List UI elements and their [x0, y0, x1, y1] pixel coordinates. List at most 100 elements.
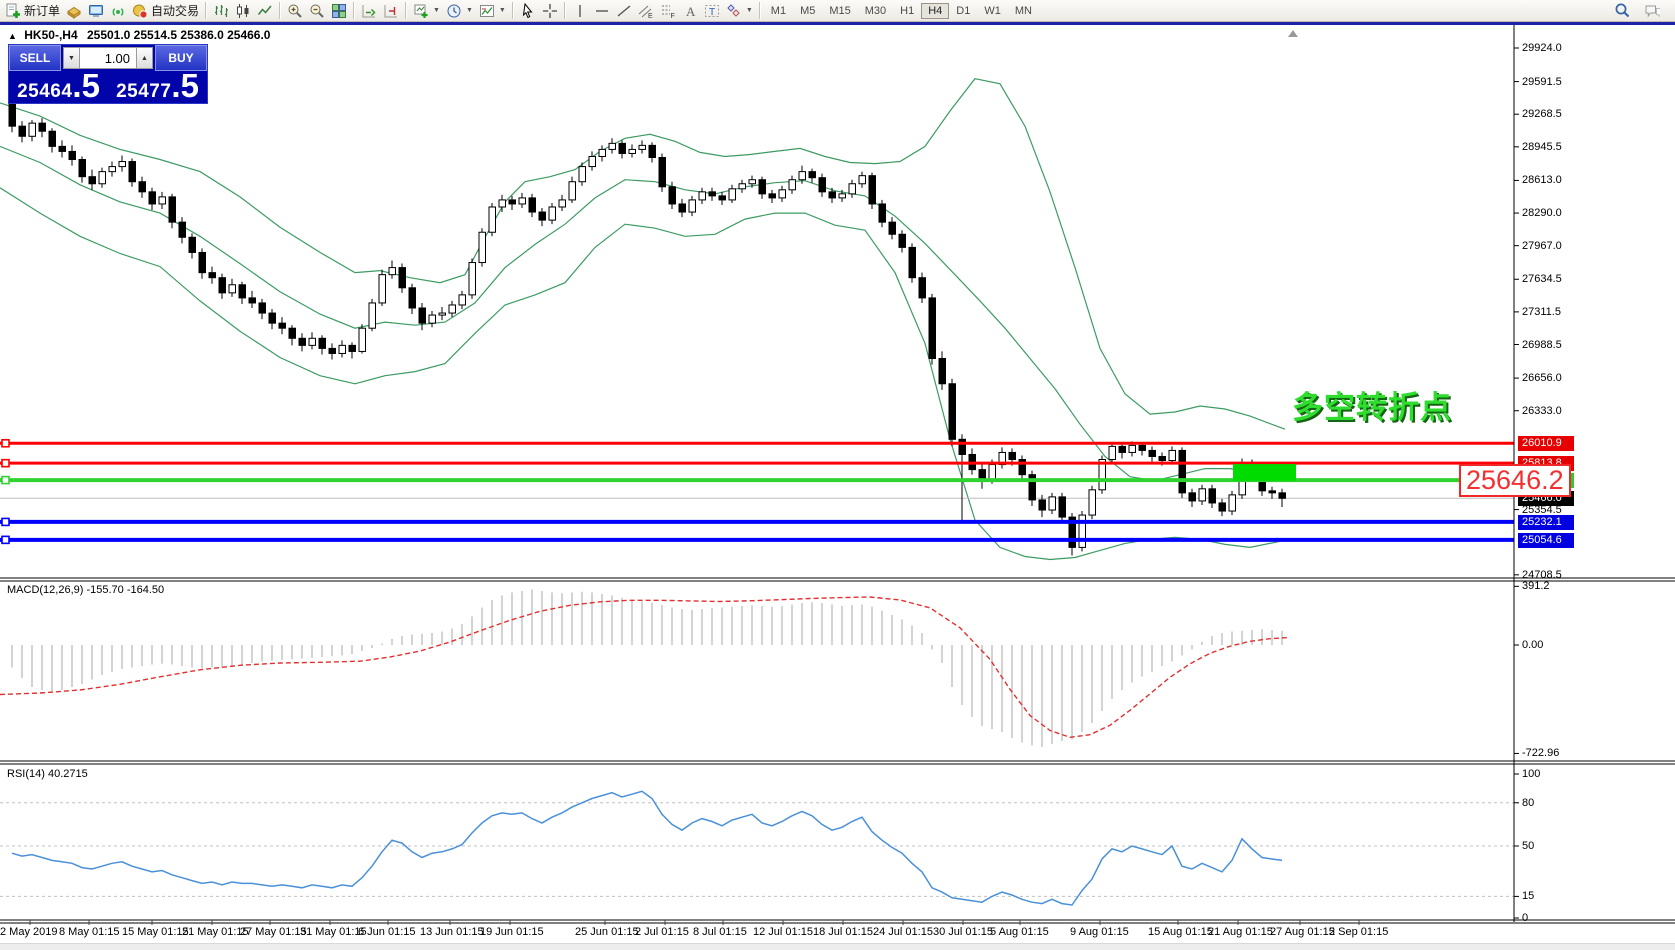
price-badge-26010.9[interactable]: 26010.9 — [1518, 436, 1574, 452]
date-tick-label[interactable]: 13 Jun 01:15 — [420, 926, 484, 938]
price-badge-25232.1[interactable]: 25232.1 — [1518, 514, 1574, 530]
level-line-anchor[interactable] — [1, 438, 10, 448]
candle-chart-button[interactable] — [232, 2, 254, 20]
rsi-layer — [0, 790, 1514, 906]
text-button[interactable]: A — [679, 2, 701, 20]
price-badge-25054.6[interactable]: 25054.6 — [1518, 532, 1574, 548]
candle-bearish — [208, 272, 216, 279]
candle-bearish — [58, 145, 66, 152]
price-flag-label[interactable]: 25646.2 — [1459, 464, 1571, 497]
price-tick-label: 29591.5 — [1522, 75, 1562, 88]
candle-bullish — [778, 189, 786, 199]
buy-price[interactable]: 25477 .5 — [108, 69, 207, 103]
timeframe-m15-button[interactable]: M15 — [829, 4, 851, 17]
candle-bullish — [858, 175, 866, 185]
volume-decrease-button[interactable]: ▼ — [63, 47, 80, 69]
date-tick-label[interactable]: 31 May 01:15 — [300, 926, 367, 938]
candle-bearish — [648, 144, 656, 158]
new-chart-button[interactable]: ▼ — [410, 2, 443, 20]
bar-chart-button[interactable] — [210, 2, 232, 20]
signals-button[interactable] — [107, 2, 129, 20]
line-chart-button[interactable] — [254, 2, 276, 20]
templates-button[interactable]: ▼ — [476, 2, 509, 20]
auto-trading-button[interactable]: 自动交易 — [129, 1, 202, 20]
date-tick-label[interactable]: 15 May 01:15 — [122, 926, 189, 938]
candle-bearish — [398, 267, 406, 289]
crosshair-button[interactable] — [539, 2, 561, 20]
sell-price[interactable]: 25464 .5 — [9, 69, 108, 103]
periods-button[interactable]: ▼ — [443, 2, 476, 20]
macd-tick-label: 0.00 — [1522, 639, 1544, 651]
cursor-button[interactable] — [517, 2, 539, 20]
timeframe-m5-button[interactable]: M5 — [800, 4, 816, 17]
toolbar-right-group — [1611, 2, 1673, 20]
vertical-line-button[interactable] — [569, 2, 591, 20]
date-tick-label[interactable]: 9 Aug 01:15 — [1070, 926, 1129, 938]
horizontal-line-button[interactable] — [591, 2, 613, 20]
chat-button[interactable] — [1641, 2, 1663, 20]
shapes-button[interactable]: ▼ — [723, 2, 756, 20]
date-tick-label[interactable]: 19 Jun 01:15 — [480, 926, 544, 938]
turning-point-annotation[interactable]: 多空转折点 — [1292, 390, 1452, 425]
candle-bearish — [1018, 459, 1026, 476]
level-line-anchor[interactable] — [1, 458, 10, 468]
buy-button[interactable]: BUY — [155, 45, 207, 71]
tile-windows-button[interactable] — [328, 2, 350, 20]
candle-bullish — [28, 122, 36, 137]
volume-input[interactable]: 1.00 — [80, 47, 136, 69]
timeframe-m1-button[interactable]: M1 — [770, 4, 787, 17]
date-tick-label[interactable]: 2 Jul 01:15 — [635, 926, 689, 938]
highlight-zone[interactable] — [1233, 464, 1296, 481]
svg-text:E: E — [648, 13, 653, 19]
timeframe-h1-button[interactable]: H1 — [900, 4, 915, 17]
date-tick-label[interactable]: 18 Jul 01:15 — [813, 926, 873, 938]
toolbar-group — [517, 0, 561, 21]
date-tick-label[interactable]: 12 Jul 01:15 — [753, 926, 813, 938]
level-line-anchor[interactable] — [1, 475, 10, 485]
search-button[interactable] — [1611, 2, 1633, 20]
candle-bearish — [168, 196, 176, 223]
terminal-button[interactable] — [85, 2, 107, 20]
equidistant-channel-button[interactable]: E — [635, 2, 657, 20]
zoom-in-button[interactable] — [284, 2, 306, 20]
zoom-out-button[interactable] — [306, 2, 328, 20]
date-tick-label[interactable]: 21 Aug 01:15 — [1208, 926, 1273, 938]
date-tick-label[interactable]: 6 Jun 01:15 — [358, 926, 416, 938]
new-order-button[interactable]: 新订单 — [2, 1, 63, 20]
sell-button[interactable]: SELL — [9, 45, 61, 71]
volume-increase-button[interactable]: ▲ — [136, 47, 153, 69]
auto-scroll-button[interactable] — [358, 2, 380, 20]
date-tick-label[interactable]: 5 Aug 01:15 — [990, 926, 1049, 938]
timeframe-m30-button[interactable]: M30 — [864, 4, 887, 17]
date-tick-label[interactable]: 24 Jul 01:15 — [873, 926, 933, 938]
macd-layer — [0, 589, 1291, 747]
date-tick-label[interactable]: 2 May 2019 — [0, 926, 58, 938]
date-tick-label[interactable]: 30 Jul 01:15 — [933, 926, 993, 938]
date-tick-label[interactable]: 25 Jun 01:15 — [575, 926, 639, 938]
level-line-anchor[interactable] — [1, 535, 10, 545]
candle-bullish — [838, 193, 846, 199]
date-tick-label[interactable]: 27 May 01:15 — [240, 926, 307, 938]
timeframe-w1-button[interactable]: W1 — [984, 4, 1001, 17]
date-tick-label[interactable]: 2 Sep 01:15 — [1329, 926, 1389, 938]
date-tick-label[interactable]: 15 Aug 01:15 — [1148, 926, 1213, 938]
text-label-button[interactable]: T — [701, 2, 723, 20]
candle-bearish — [538, 211, 546, 221]
date-tick-label[interactable]: 8 Jul 01:15 — [693, 926, 747, 938]
level-line-anchor[interactable] — [1, 517, 10, 527]
new-order-label: 新订单 — [24, 4, 61, 18]
candle-bearish — [808, 171, 816, 179]
timeframe-h4-button[interactable]: H4 — [921, 2, 950, 19]
timeframe-mn-button[interactable]: MN — [1014, 4, 1032, 17]
fibonacci-button[interactable]: F — [657, 2, 679, 20]
market-depth-button[interactable] — [63, 2, 85, 20]
timeframe-d1-button[interactable]: D1 — [956, 4, 971, 17]
date-tick-label[interactable]: 8 May 01:15 — [59, 926, 120, 938]
trendline-button[interactable] — [613, 2, 635, 20]
date-tick-label[interactable]: 21 May 01:15 — [182, 926, 249, 938]
collapse-triangle-icon[interactable]: ▲ — [8, 31, 17, 41]
chart-shift-button[interactable] — [380, 2, 402, 20]
date-tick-label[interactable]: 27 Aug 01:15 — [1270, 926, 1335, 938]
